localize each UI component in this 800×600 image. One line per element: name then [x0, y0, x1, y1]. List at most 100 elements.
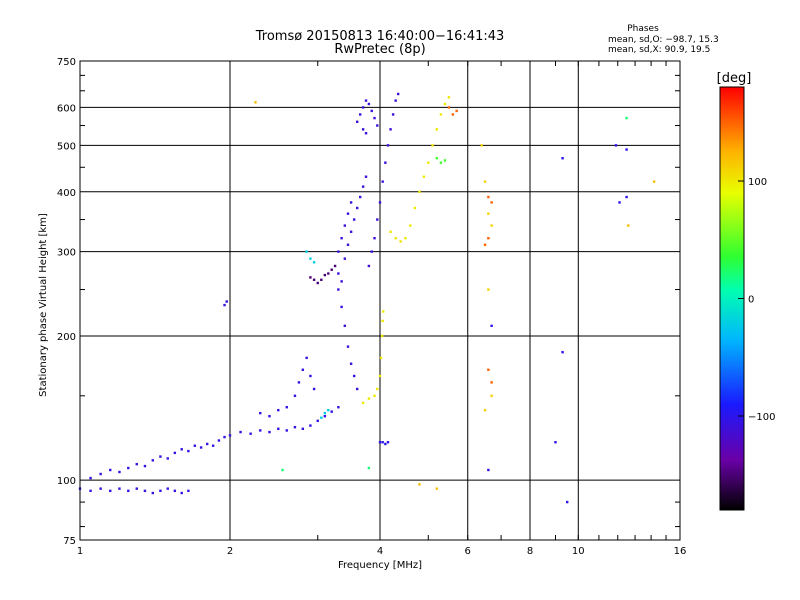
data-point	[340, 305, 343, 309]
data-point	[346, 345, 350, 348]
data-point	[422, 175, 426, 178]
data-point	[199, 446, 203, 449]
data-point	[333, 264, 337, 268]
y-axis-label: Stationary phase Virtual Height [km]	[38, 213, 49, 397]
data-point	[305, 356, 308, 360]
data-point	[352, 218, 356, 221]
data-point	[409, 224, 412, 227]
data-point	[490, 201, 493, 204]
data-point	[337, 272, 340, 275]
data-point	[309, 374, 312, 378]
data-point	[554, 441, 557, 444]
x-tick-label: 4	[377, 546, 383, 557]
data-point	[370, 250, 373, 253]
data-point	[413, 206, 417, 210]
data-point	[483, 180, 487, 183]
data-point	[386, 144, 390, 147]
data-point	[109, 468, 112, 472]
data-point	[480, 144, 483, 147]
data-point	[312, 261, 316, 264]
data-point	[217, 439, 221, 442]
data-point	[618, 201, 621, 204]
data-point	[370, 109, 373, 113]
data-point	[364, 99, 368, 102]
data-point	[297, 381, 301, 384]
data-point	[490, 324, 493, 328]
data-point	[373, 116, 376, 120]
data-point	[376, 124, 379, 127]
x-tick-label: 2	[227, 546, 233, 557]
y-tick-label: 750	[57, 57, 76, 68]
data-point	[259, 411, 262, 415]
data-point	[561, 350, 564, 354]
data-point	[361, 401, 365, 405]
data-point	[367, 466, 371, 470]
data-point	[340, 280, 343, 283]
data-point	[187, 449, 190, 453]
data-point	[483, 408, 487, 412]
data-point	[451, 113, 455, 116]
colorbar-tick-label: −100	[748, 412, 775, 423]
x-tick-label: 10	[572, 546, 585, 557]
data-point	[349, 201, 353, 204]
data-point	[381, 319, 384, 323]
data-point	[487, 212, 490, 215]
data-point	[228, 434, 232, 437]
data-point	[293, 425, 297, 429]
data-point	[301, 427, 305, 431]
data-point	[346, 212, 350, 215]
data-point	[386, 441, 390, 444]
data-point	[373, 394, 376, 398]
data-point	[490, 394, 493, 398]
data-point	[367, 102, 371, 106]
data-point	[268, 430, 271, 434]
data-point	[490, 381, 493, 384]
x-axis-label: Frequency [MHz]	[338, 560, 422, 571]
data-point	[439, 113, 443, 116]
data-point	[330, 410, 333, 413]
data-point	[309, 276, 312, 279]
data-point	[378, 374, 382, 378]
data-point	[447, 96, 451, 99]
data-point	[355, 387, 359, 391]
data-point	[166, 457, 169, 460]
phase-stats-title: Phases	[627, 24, 659, 34]
data-point	[358, 195, 362, 199]
data-point	[367, 264, 371, 268]
data-point	[384, 161, 387, 164]
data-point	[394, 236, 397, 240]
data-point	[166, 487, 169, 490]
data-point	[349, 230, 353, 233]
data-point	[483, 243, 487, 246]
x-axis-ticks: 1 2 4 6 8 10 16	[77, 61, 686, 557]
x-tick-label: 8	[527, 546, 533, 557]
data-point	[89, 476, 92, 480]
data-point	[337, 406, 340, 409]
phase-stats-x: mean, sd,X: 90.9, 19.5	[608, 45, 710, 55]
chart-subtitle: RwPretec (8p)	[334, 42, 425, 57]
data-point	[239, 430, 242, 434]
data-point	[135, 487, 138, 490]
data-point	[490, 224, 493, 227]
data-point	[127, 466, 130, 470]
data-point	[367, 397, 371, 400]
data-point	[399, 240, 402, 243]
data-point	[118, 487, 121, 490]
data-point	[378, 201, 382, 204]
y-tick-label: 500	[57, 141, 76, 152]
data-point	[379, 356, 383, 360]
data-point	[99, 472, 102, 476]
data-point	[625, 148, 628, 151]
data-point	[173, 489, 177, 493]
data-point	[285, 429, 288, 432]
data-point	[378, 441, 382, 444]
data-point	[223, 303, 226, 307]
data-point	[439, 161, 443, 164]
data-point	[277, 408, 280, 412]
data-point	[391, 113, 395, 116]
x-tick-label: 6	[465, 546, 471, 557]
data-point	[381, 441, 384, 444]
y-tick-label: 600	[57, 103, 76, 114]
data-point	[404, 236, 407, 240]
